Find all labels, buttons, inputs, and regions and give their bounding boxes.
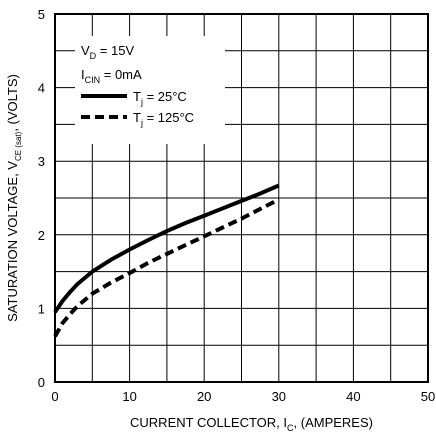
- series-line-25c: [53, 183, 280, 314]
- y-axis-ticks: 0 1 2 3 4 5: [38, 7, 45, 390]
- legend-label-25c: Tj = 25°C: [133, 89, 187, 107]
- condition-icin: ICIN = 0mA: [81, 67, 142, 85]
- y-tick-label: 4: [38, 81, 45, 96]
- x-tick-label: 10: [122, 389, 136, 404]
- legend-background: [75, 36, 225, 144]
- x-axis-ticks: 0 10 20 30 40 50: [51, 389, 435, 404]
- condition-vd: VD = 15V: [81, 43, 134, 61]
- x-tick-label: 30: [272, 389, 286, 404]
- x-axis-title: CURRENT COLLECTOR, IC, (AMPERES): [130, 415, 373, 433]
- y-tick-label: 0: [38, 375, 45, 390]
- x-tick-label: 40: [346, 389, 360, 404]
- y-tick-label: 3: [38, 154, 45, 169]
- x-tick-label: 20: [197, 389, 211, 404]
- y-axis-title: SATURATION VOLTAGE, VCE (sat), (VOLTS): [5, 74, 23, 322]
- y-tick-label: 2: [38, 228, 45, 243]
- y-tick-label: 1: [38, 301, 45, 316]
- plot-frame: [54, 13, 429, 383]
- series-lines: [53, 183, 280, 338]
- legend: VD = 15V ICIN = 0mA Tj = 25°C Tj = 125°C: [81, 43, 194, 128]
- x-tick-label: 50: [421, 389, 435, 404]
- legend-label-125c: Tj = 125°C: [133, 110, 194, 128]
- x-tick-label: 0: [51, 389, 58, 404]
- series-line-125c: [53, 197, 280, 338]
- y-tick-label: 5: [38, 7, 45, 22]
